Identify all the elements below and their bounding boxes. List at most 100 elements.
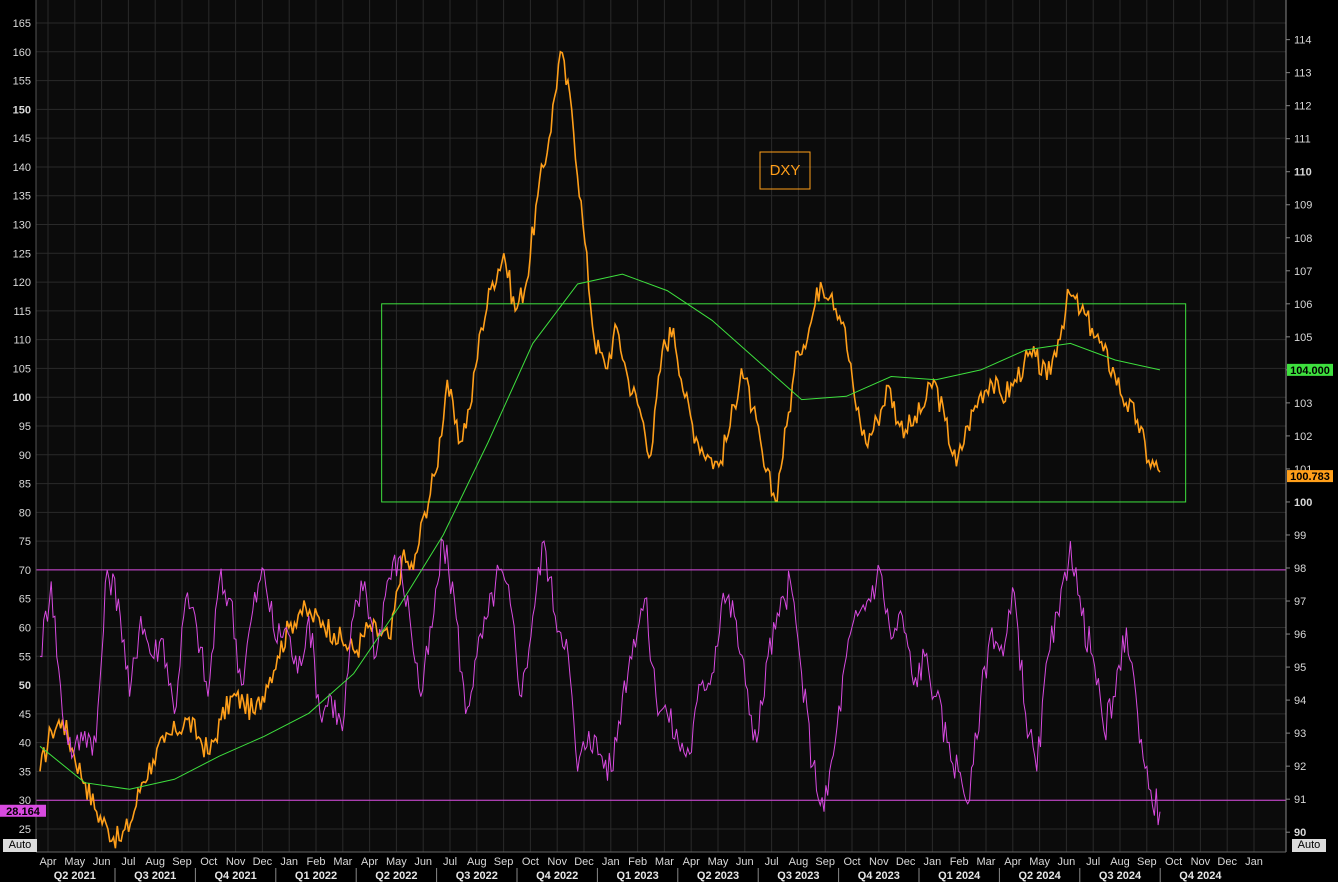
series-line-0: [39, 50, 1161, 849]
month-label: Oct: [1165, 856, 1182, 868]
month-label: May: [386, 856, 407, 868]
right-tick-label: 105: [1294, 332, 1312, 344]
left-tick-label: 120: [13, 277, 31, 289]
last-value-text-1: 28.164: [6, 806, 41, 818]
month-label: Aug: [1110, 856, 1130, 868]
last-value-badges: 100.783 28.164 104.000: [0, 363, 1333, 818]
left-tick-label: 75: [19, 536, 31, 548]
series-layer: [39, 50, 1161, 849]
left-tick-label: 135: [13, 191, 31, 203]
left-tick-label: 65: [19, 594, 31, 606]
month-label: May: [708, 856, 729, 868]
last-value-text-2: 104.000: [1290, 365, 1330, 377]
month-label: Nov: [547, 856, 567, 868]
last-value-badge-2: [1287, 363, 1333, 376]
left-tick-label: 85: [19, 479, 31, 491]
rsi-levels: [36, 569, 1286, 801]
right-tick-label: 98: [1294, 563, 1306, 575]
right-auto-button[interactable]: Auto: [1292, 839, 1326, 852]
month-label: Jul: [443, 856, 457, 868]
month-label: Mar: [977, 856, 996, 868]
left-tick-label: 145: [13, 133, 31, 145]
last-value-badge-0: [1287, 470, 1333, 483]
month-label: Jun: [414, 856, 432, 868]
quarter-label: Q1 2024: [938, 870, 981, 882]
right-tick-label: 107: [1294, 266, 1312, 278]
quarter-label: Q2 2021: [54, 870, 96, 882]
left-tick-label: 105: [13, 363, 31, 375]
quarter-label: Q2 2022: [375, 870, 417, 882]
quarter-label: Q3 2022: [456, 870, 498, 882]
month-label: Dec: [574, 856, 594, 868]
month-label: Dec: [1217, 856, 1237, 868]
left-tick-label: 160: [13, 47, 31, 59]
month-label: Jun: [93, 856, 111, 868]
month-label: Sep: [494, 856, 514, 868]
right-tick-label: 103: [1294, 398, 1312, 410]
quarter-label: Q1 2022: [295, 870, 337, 882]
right-tick-label: 108: [1294, 233, 1312, 245]
chart-title-box: DXY: [759, 151, 811, 190]
right-tick-label: 114: [1294, 35, 1312, 47]
left-tick-label: 150: [13, 104, 31, 116]
left-tick-label: 90: [19, 450, 31, 462]
month-label: Feb: [950, 856, 969, 868]
left-tick-label: 125: [13, 248, 31, 260]
right-tick-label: 102: [1294, 431, 1312, 443]
month-label: May: [64, 856, 85, 868]
month-label: Apr: [39, 856, 56, 868]
last-value-text-0: 100.783: [1290, 471, 1330, 483]
month-label: Oct: [843, 856, 860, 868]
left-tick-label: 95: [19, 421, 31, 433]
left-tick-label: 155: [13, 76, 31, 88]
month-label: Mar: [333, 856, 352, 868]
left-tick-label: 25: [19, 824, 31, 836]
left-tick-label: 100: [13, 392, 31, 404]
quarter-label: Q2 2024: [1018, 870, 1061, 882]
left-tick-label: 35: [19, 766, 31, 778]
month-label: Apr: [1004, 856, 1021, 868]
quarter-label: Q4 2024: [1179, 870, 1222, 882]
left-tick-label: 115: [13, 306, 31, 318]
right-tick-label: 111: [1294, 134, 1311, 146]
quarter-label: Q3 2024: [1099, 870, 1142, 882]
quarter-label: Q4 2021: [214, 870, 256, 882]
right-tick-label: 93: [1294, 728, 1306, 740]
month-label: Feb: [307, 856, 326, 868]
right-tick-label: 99: [1294, 530, 1306, 542]
quarter-label: Q3 2023: [777, 870, 819, 882]
right-tick-label: 112: [1294, 101, 1312, 113]
left-auto-button[interactable]: Auto: [3, 839, 37, 852]
month-label: Apr: [683, 856, 700, 868]
right-tick-label: 95: [1294, 662, 1306, 674]
right-tick-label: 92: [1294, 761, 1306, 773]
left-tick-label: 140: [13, 162, 31, 174]
right-tick-label: 94: [1294, 695, 1306, 707]
month-label: Jun: [736, 856, 754, 868]
chart-title: DXY: [770, 162, 801, 179]
left-axis: 165 160 155 150 145 140 135 130 125 120 115 110 105 1…: [13, 0, 37, 852]
right-axis: 1141131121111101091081071061051041031021…: [1285, 0, 1312, 852]
quarter-label: Q4 2022: [536, 870, 578, 882]
x-axis: Apr May Jun Jul Aug Sep Oct Nov Dec Jan Feb Mar Apr M…: [36, 851, 1286, 882]
month-label: Jan: [280, 856, 298, 868]
right-tick-label: 113: [1294, 68, 1312, 80]
month-label: Jan: [924, 856, 942, 868]
right-tick-label: 109: [1294, 200, 1312, 212]
month-label: Mar: [655, 856, 674, 868]
month-label: May: [1029, 856, 1050, 868]
left-tick-label: 40: [19, 738, 31, 750]
month-label: Apr: [361, 856, 378, 868]
month-label: Nov: [226, 856, 246, 868]
left-tick-label: 130: [13, 220, 31, 232]
month-label: Feb: [628, 856, 647, 868]
quarter-label: Q4 2023: [858, 870, 900, 882]
month-label: Sep: [1137, 856, 1157, 868]
left-tick-label: 30: [19, 795, 31, 807]
month-label: Sep: [172, 856, 192, 868]
last-value-badge-1: [0, 804, 46, 817]
month-label: Jul: [1086, 856, 1100, 868]
right-tick-label: 97: [1294, 596, 1306, 608]
left-tick-label: 80: [19, 507, 31, 519]
